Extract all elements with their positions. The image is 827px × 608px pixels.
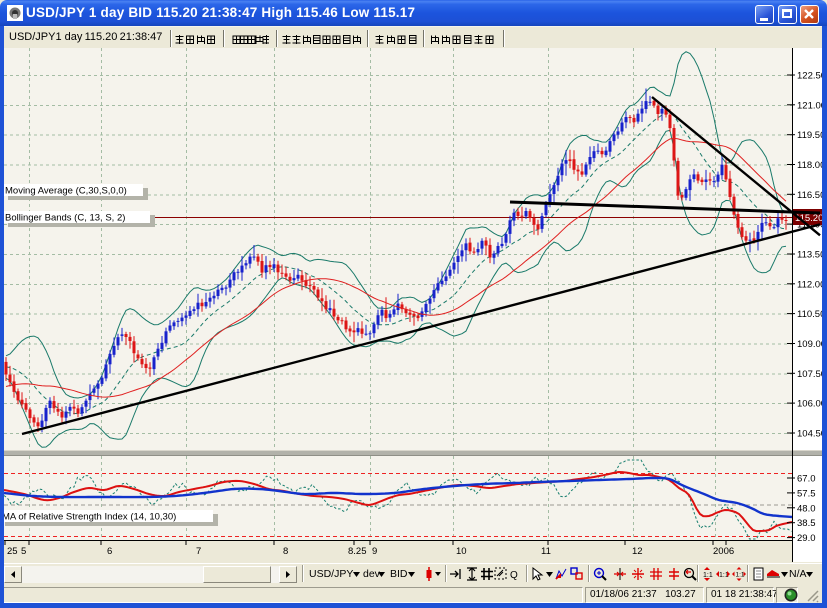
svg-text:110.50: 110.50 [797,309,822,320]
svg-text:7: 7 [196,546,201,557]
svg-text:115.20: 115.20 [795,213,822,224]
svg-text:25: 25 [7,546,18,557]
svg-text:122.50: 122.50 [797,71,822,82]
svg-text:Bollinger Bands (C, 13, S, 2): Bollinger Bands (C, 13, S, 2) [5,213,125,224]
svg-text:9: 9 [372,546,377,557]
svg-text:115.00: 115.00 [797,220,822,231]
svg-text:12: 12 [632,546,643,557]
svg-text:109.00: 109.00 [797,339,822,350]
svg-text:107.50: 107.50 [797,369,822,380]
svg-text:11: 11 [541,546,551,557]
svg-text:2006: 2006 [713,546,734,557]
svg-text:5: 5 [21,546,26,557]
svg-text:116.50: 116.50 [797,190,822,201]
svg-text:8: 8 [283,546,288,557]
svg-text:67.0: 67.0 [797,474,816,485]
svg-text:38.5: 38.5 [797,518,816,529]
svg-text:MA of Relative Strength Index: MA of Relative Strength Index (14, 10,30… [4,512,176,523]
svg-text:8.25: 8.25 [348,546,367,557]
svg-text:1:1: 1:1 [736,572,745,579]
svg-text:Q: Q [510,570,518,581]
svg-text:48.0: 48.0 [797,503,816,514]
svg-text:57.5: 57.5 [797,488,816,499]
svg-text:Moving Average (C,30,S,0,0): Moving Average (C,30,S,0,0) [5,186,127,197]
svg-text:113.50: 113.50 [797,250,822,261]
svg-text:118.00: 118.00 [797,160,822,171]
svg-text:106.00: 106.00 [797,399,822,410]
svg-text:6: 6 [107,546,112,557]
svg-text:1:1: 1:1 [719,572,729,579]
svg-text:29.0: 29.0 [797,533,816,544]
svg-text:1:1: 1:1 [703,572,713,579]
svg-text:121.00: 121.00 [797,100,822,111]
svg-text:119.50: 119.50 [797,130,822,141]
svg-text:10: 10 [456,546,467,557]
svg-text:112.00: 112.00 [797,279,822,290]
svg-text:104.50: 104.50 [797,429,822,440]
